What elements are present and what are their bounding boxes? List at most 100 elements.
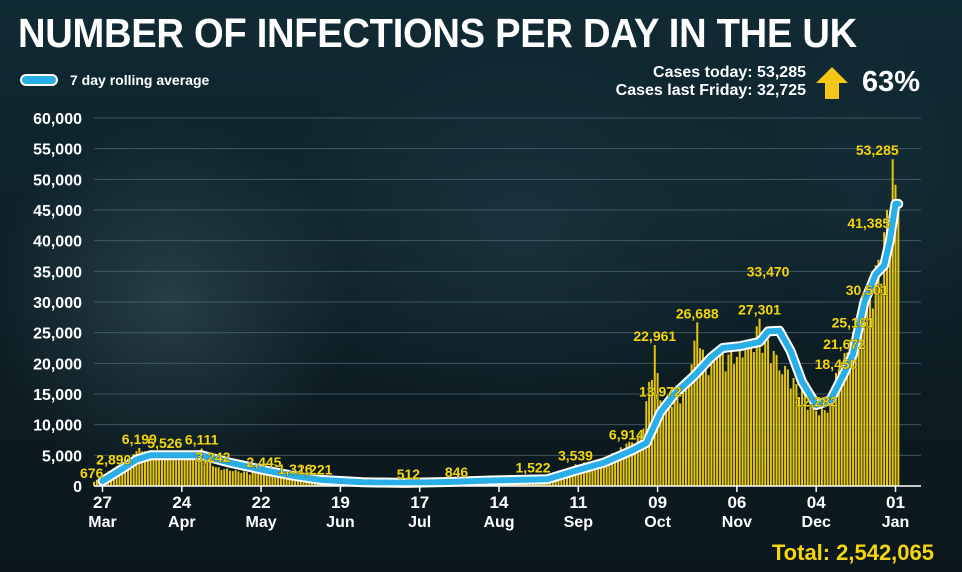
daily-bar xyxy=(818,415,821,486)
x-tick-month-label: Jan xyxy=(882,514,910,531)
daily-bar xyxy=(724,371,727,486)
daily-bar xyxy=(891,159,894,486)
daily-bar xyxy=(279,474,282,486)
daily-bar xyxy=(277,475,280,486)
daily-bar xyxy=(605,461,608,486)
daily-bar xyxy=(755,326,758,486)
daily-bar xyxy=(823,410,826,486)
legend: 7 day rolling average xyxy=(20,72,209,88)
daily-bar xyxy=(189,455,192,486)
daily-bar xyxy=(209,462,212,486)
daily-bar xyxy=(568,470,571,486)
daily-bar xyxy=(815,410,818,486)
data-label: 3,539 xyxy=(558,447,593,463)
daily-bar xyxy=(220,470,223,486)
daily-bar xyxy=(809,406,812,486)
daily-bar xyxy=(616,451,619,486)
bar-layer xyxy=(93,159,900,486)
daily-bar xyxy=(758,318,761,486)
data-label: 1,522 xyxy=(515,460,550,476)
daily-bar xyxy=(690,364,693,486)
daily-bar xyxy=(285,477,288,486)
x-tick-day-label: 09 xyxy=(648,493,667,512)
daily-bar xyxy=(857,318,860,486)
daily-bar xyxy=(795,384,798,486)
daily-bar xyxy=(880,283,883,486)
daily-bar xyxy=(682,385,685,486)
daily-bar xyxy=(886,210,889,486)
x-tick-day-label: 01 xyxy=(886,493,905,512)
daily-bar xyxy=(750,342,753,486)
y-tick-label: 0 xyxy=(73,479,82,496)
x-tick-month-label: Apr xyxy=(168,514,196,531)
daily-bar xyxy=(784,365,787,486)
data-label: 846 xyxy=(445,464,469,480)
data-label: 21,672 xyxy=(823,336,866,352)
daily-bar xyxy=(265,473,268,486)
daily-bar xyxy=(585,463,588,486)
daily-bar xyxy=(203,457,206,486)
data-label: 13,972 xyxy=(639,383,682,399)
daily-bar xyxy=(95,479,98,486)
daily-bar xyxy=(687,375,690,486)
daily-bar xyxy=(126,458,129,486)
daily-bar xyxy=(670,407,673,486)
daily-bar xyxy=(741,357,744,486)
daily-bar xyxy=(707,375,710,486)
percent-change: 63% xyxy=(862,66,921,98)
x-tick-day-label: 14 xyxy=(490,493,509,512)
daily-bar xyxy=(832,390,835,486)
daily-bar xyxy=(727,354,730,486)
daily-bar xyxy=(282,475,285,486)
x-tick-month-label: Jul xyxy=(408,514,431,531)
y-tick-label: 5,000 xyxy=(42,448,82,465)
case-stats: Cases today: 53,285 Cases last Friday: 3… xyxy=(616,64,806,100)
daily-bar xyxy=(602,458,605,486)
daily-bar xyxy=(194,456,197,486)
y-tick-label: 35,000 xyxy=(33,264,82,281)
daily-bar xyxy=(642,428,645,486)
axis-layer: 0 5,000 10,000 15,000 20,000 25,000 30,000 35,0… xyxy=(33,111,921,531)
daily-bar xyxy=(764,337,767,486)
daily-bar xyxy=(163,452,166,486)
daily-bar xyxy=(274,474,277,486)
daily-bar xyxy=(597,463,600,486)
y-tick-label: 15,000 xyxy=(33,387,82,404)
daily-bar xyxy=(798,402,801,486)
cases-today: Cases today: 53,285 xyxy=(653,64,806,81)
daily-bar xyxy=(141,451,144,486)
daily-bar xyxy=(772,351,775,486)
daily-bar xyxy=(673,394,676,486)
daily-bar xyxy=(803,393,806,486)
data-label: 41,385 xyxy=(847,215,890,231)
daily-bar xyxy=(294,477,297,486)
daily-bar xyxy=(614,455,617,486)
data-label: 6,914 xyxy=(609,427,644,443)
daily-bar xyxy=(883,232,886,486)
x-tick-day-label: 11 xyxy=(569,493,587,512)
daily-bar xyxy=(580,464,583,486)
daily-bar xyxy=(631,442,634,486)
daily-bar xyxy=(160,452,163,486)
daily-bar xyxy=(228,470,231,486)
data-label: 2,445 xyxy=(246,454,281,470)
daily-bar xyxy=(639,433,642,486)
daily-bar xyxy=(665,397,668,486)
daily-bar xyxy=(234,470,237,486)
daily-bar xyxy=(730,348,733,486)
daily-bar xyxy=(223,469,226,486)
daily-bar xyxy=(721,352,724,486)
daily-bar xyxy=(775,354,778,486)
daily-bar xyxy=(781,374,784,486)
daily-bar xyxy=(888,221,891,486)
daily-bar xyxy=(135,451,138,486)
daily-bar xyxy=(217,467,220,486)
daily-bar xyxy=(243,471,246,486)
daily-bar xyxy=(257,473,260,486)
x-tick-month-label: May xyxy=(246,514,277,531)
daily-bar xyxy=(704,363,707,486)
cases-last-friday: Cases last Friday: 32,725 xyxy=(615,82,806,99)
daily-bar xyxy=(625,443,628,486)
